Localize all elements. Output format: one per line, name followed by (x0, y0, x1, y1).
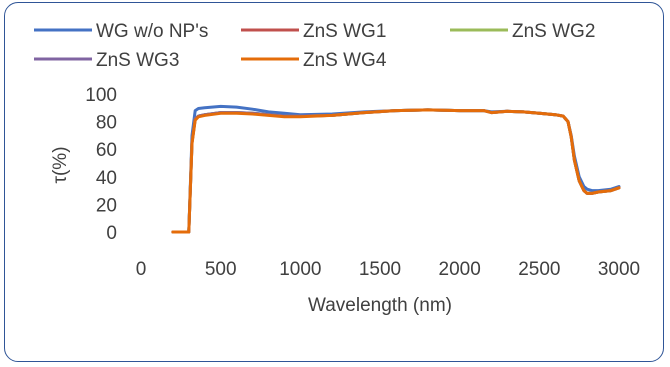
series-line-4 (171, 108, 621, 234)
series-line-1 (171, 104, 621, 234)
plot-area (171, 104, 621, 234)
series-line-5 (171, 108, 621, 234)
x-tick-label: 2000 (439, 259, 481, 280)
x-axis-label: Wavelength (nm) (308, 295, 452, 316)
y-axis-label: τ(%) (50, 146, 71, 183)
x-tick-label: 500 (205, 259, 237, 280)
y-tick-label: 20 (96, 195, 117, 216)
legend: WG w/o NP's ZnS WG1 ZnS WG2 ZnS WG3 ZnS WG4 (34, 21, 595, 71)
series-line-2 (171, 108, 621, 234)
y-tick-label: 60 (96, 140, 117, 161)
legend-label: ZnS WG2 (512, 21, 595, 42)
y-tick-label: 80 (96, 113, 117, 134)
x-tick-label: 1000 (279, 259, 321, 280)
x-axis-ticks: 0 500 1000 1500 2000 2500 3000 (136, 259, 640, 280)
legend-label: ZnS WG1 (303, 21, 386, 42)
series-line-3 (171, 108, 621, 234)
y-tick-label: 0 (106, 223, 117, 244)
x-tick-label: 3000 (598, 259, 640, 280)
legend-label: ZnS WG3 (96, 50, 179, 71)
chart-frame (4, 2, 664, 362)
y-tick-label: 40 (96, 168, 117, 189)
y-tick-label: 100 (85, 85, 117, 106)
legend-label: WG w/o NP's (96, 21, 208, 42)
y-axis-ticks: 0 20 40 60 80 100 (85, 85, 117, 244)
legend-label: ZnS WG4 (303, 50, 387, 71)
x-tick-label: 2500 (518, 259, 560, 280)
x-tick-label: 1500 (359, 259, 401, 280)
x-tick-label: 0 (136, 259, 147, 280)
